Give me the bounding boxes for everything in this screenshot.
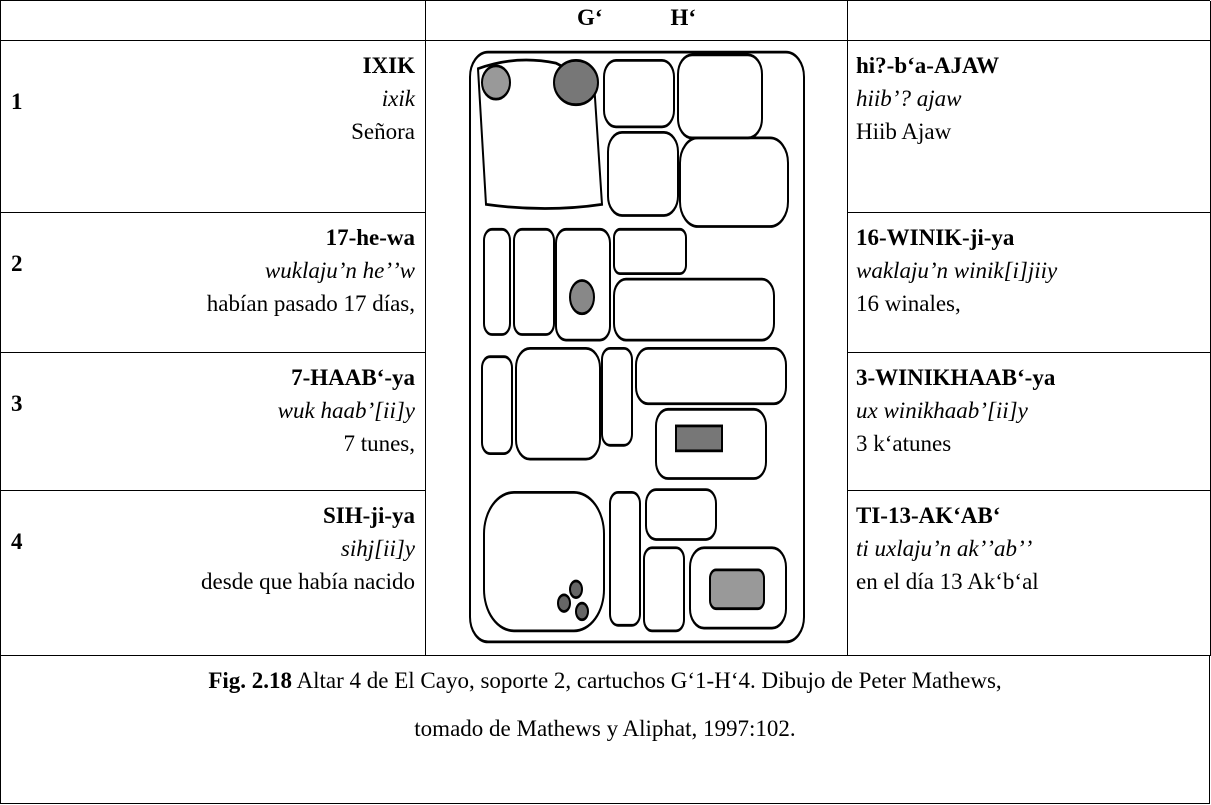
row-right-cell: 16-WINIK-ji-ya waklajuʼn winik[i]jiiy 16 w…: [848, 213, 1211, 353]
row-left-cell: 4 SIH-ji-ya sihj[ii]y desde que había nacid…: [1, 491, 426, 656]
glyph-outline: [469, 50, 805, 644]
header-cell: [848, 1, 1211, 41]
text-line: 17-he-wa: [325, 225, 415, 250]
row-right-cell: 3-WINIKHAAB‘-ya ux winikhaabʼ[ii]y 3 k‘atu…: [848, 353, 1211, 491]
transliteration: 17-he-wa wuklajuʼn heʼʼw habían pasado 17 …: [23, 221, 415, 352]
text-line: ixik: [381, 86, 415, 111]
text-line: waklajuʼn winik[i]jiiy: [856, 258, 1058, 283]
text-line: habían pasado 17 días,: [206, 291, 415, 316]
translation: 3-WINIKHAAB‘-ya ux winikhaabʼ[ii]y 3 k‘atu…: [848, 353, 1210, 460]
text-line: 16-WINIK-ji-ya: [856, 225, 1015, 250]
header-label: H‘: [670, 5, 697, 30]
row-right-cell: hi?-b‘a-AJAW hiibʼ? ajaw Hiib Ajaw: [848, 41, 1211, 213]
row-number: 3: [11, 391, 23, 416]
text-line: 3 k‘atunes: [856, 431, 952, 456]
figure-label: Fig. 2.18: [208, 668, 293, 693]
text-line: TI-13-AK‘AB‘: [856, 503, 1001, 528]
text-line: ux winikhaabʼ[ii]y: [856, 398, 1028, 423]
glyph-blocks: [476, 53, 789, 633]
row-number: 2: [11, 251, 23, 276]
row-left-cell: 2 17-he-wa wuklajuʼn heʼʼw habían pasado 17…: [1, 213, 426, 353]
transliteration: SIH-ji-ya sihj[ii]y desde que había nacido: [23, 499, 415, 655]
row-left-cell: 3 7-HAAB‘-ya wuk haabʼ[ii]y 7 tunes,: [1, 353, 426, 491]
text-line: 7 tunes,: [343, 431, 415, 456]
header-label: G‘: [576, 5, 603, 30]
text-line: 16 winales,: [856, 291, 961, 316]
text-line: 7-HAAB‘-ya: [291, 365, 415, 390]
text-line: wuklajuʼn heʼʼw: [264, 258, 415, 283]
transliteration: 7-HAAB‘-ya wuk haabʼ[ii]y 7 tunes,: [23, 361, 415, 490]
text-line: wuk haabʼ[ii]y: [277, 398, 415, 423]
header-cell: G‘ H‘: [426, 1, 848, 41]
translation: hi?-b‘a-AJAW hiibʼ? ajaw Hiib Ajaw: [848, 41, 1210, 148]
row-right-cell: TI-13-AK‘AB‘ ti uxlajuʼn akʼʼabʼʼ en el dí…: [848, 491, 1211, 656]
caption-text: Altar 4 de El Cayo, soporte 2, cartuchos…: [296, 668, 1002, 693]
text-line: ti uxlajuʼn akʼʼabʼʼ: [856, 536, 1033, 561]
text-line: hiibʼ? ajaw: [856, 86, 962, 111]
text-line: sihj[ii]y: [340, 536, 415, 561]
text-line: SIH-ji-ya: [323, 503, 415, 528]
caption-line: Fig. 2.18 Altar 4 de El Cayo, soporte 2,…: [1, 657, 1209, 705]
text-line: Hiib Ajaw: [856, 119, 952, 144]
glyph-drawing: [469, 50, 805, 644]
row-number: 4: [11, 529, 23, 554]
caption: Fig. 2.18 Altar 4 de El Cayo, soporte 2,…: [0, 655, 1210, 804]
translation: TI-13-AK‘AB‘ ti uxlajuʼn akʼʼabʼʼ en el dí…: [848, 491, 1210, 598]
header-cell: [1, 1, 426, 41]
row-left-cell: 1 IXIK ixik Señora: [1, 41, 426, 213]
text-line: Señora: [351, 119, 415, 144]
caption-line: tomado de Mathews y Aliphat, 1997:102.: [414, 716, 796, 741]
transliteration: IXIK ixik Señora: [23, 49, 415, 212]
text-line: IXIK: [362, 53, 415, 78]
glyph-drawing-cell: [426, 41, 848, 656]
text-line: en el día 13 Ak‘b‘al: [856, 569, 1039, 594]
row-number: 1: [11, 89, 23, 114]
text-line: desde que había nacido: [201, 569, 415, 594]
text-line: hi?-b‘a-AJAW: [856, 53, 1000, 78]
translation: 16-WINIK-ji-ya waklajuʼn winik[i]jiiy 16 w…: [848, 213, 1210, 320]
text-line: 3-WINIKHAAB‘-ya: [856, 365, 1056, 390]
